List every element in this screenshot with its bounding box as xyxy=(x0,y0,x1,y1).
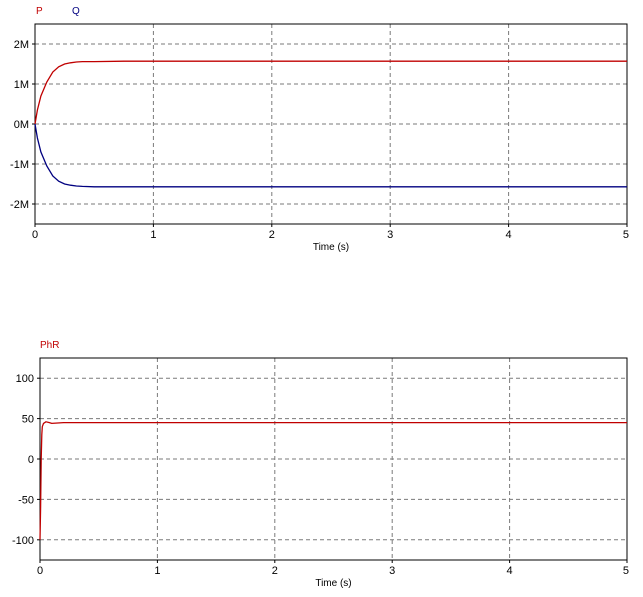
x-tick-label: 2 xyxy=(272,565,278,577)
x-tick-label: 0 xyxy=(37,565,43,577)
legend-label: PhR xyxy=(40,340,59,351)
series-line-phr xyxy=(39,421,627,540)
y-tick-label: 0M xyxy=(14,119,29,131)
y-tick-label: -2M xyxy=(10,199,29,211)
x-tick-label: 5 xyxy=(623,565,629,577)
legend-label: Q xyxy=(72,6,80,17)
x-tick-label: 3 xyxy=(387,229,393,241)
x-tick-label: 2 xyxy=(269,229,275,241)
series-line-p xyxy=(34,60,627,125)
y-tick-label: 2M xyxy=(14,39,29,51)
y-tick-label: -50 xyxy=(18,494,34,506)
y-tick-label: 0 xyxy=(28,454,34,466)
x-tick-label: 3 xyxy=(389,565,395,577)
x-tick-label: 1 xyxy=(154,565,160,577)
x-tick-label: 1 xyxy=(150,229,156,241)
phase-chart: 100 50 0 -50 -100 0 1 2 3 4 5 Time (s) PhR xyxy=(12,340,629,589)
legend-label: P xyxy=(36,6,43,17)
x-tick-label: 4 xyxy=(507,565,513,577)
y-tick-label: -100 xyxy=(12,535,34,547)
series-line-q xyxy=(34,123,627,188)
y-tick-label: -1M xyxy=(10,159,29,171)
x-tick-label: 4 xyxy=(506,229,512,241)
y-tick-label: 50 xyxy=(22,414,34,426)
x-tick-label: 5 xyxy=(623,229,629,241)
x-tick-label: 0 xyxy=(32,229,38,241)
x-axis-label: Time (s) xyxy=(315,578,351,589)
y-tick-label: 1M xyxy=(14,79,29,91)
y-tick-label: 100 xyxy=(16,373,34,385)
power-chart: 2M 1M 0M -1M -2M 0 1 2 3 4 5 Time (s) P Q xyxy=(10,6,629,253)
x-axis-label: Time (s) xyxy=(313,242,349,253)
